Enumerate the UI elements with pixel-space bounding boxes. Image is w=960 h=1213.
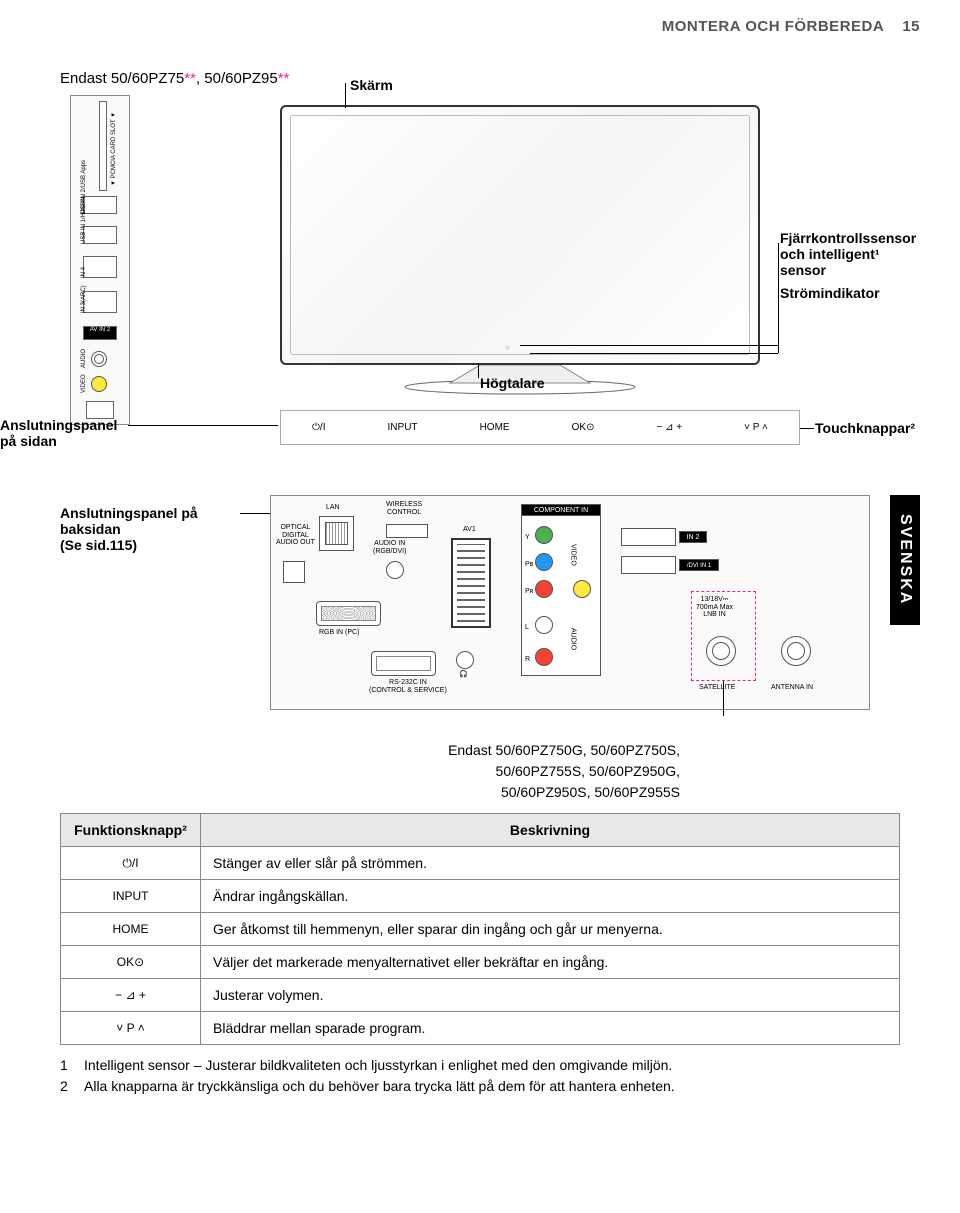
btn-ok: OK⊙	[572, 422, 595, 433]
btn-input: INPUT	[388, 422, 418, 433]
back-panel-area: Anslutningspanel på baksidan (Se sid.115…	[60, 495, 920, 710]
footnotes: 1 Intelligent sensor – Justerar bildkval…	[60, 1055, 900, 1097]
touch-button-row: ⏻/I INPUT HOME OK⊙ − ⊿ + ˅ P ˄	[280, 410, 800, 445]
page-header: MONTERA OCH FÖRBEREDA 15	[0, 0, 960, 45]
callout-strom: Strömindikator	[780, 285, 880, 301]
callout-skarm: Skärm	[350, 77, 393, 93]
tv-logo: ○	[505, 343, 510, 352]
tv-body: ○	[280, 95, 760, 395]
callout-touch: Touchknappar²	[815, 420, 915, 436]
th-beskrivning: Beskrivning	[201, 814, 900, 847]
tv-diagram: ▼ PCMCIA CARD SLOT ▼ USB IN 2/USB Apps U…	[60, 95, 920, 475]
table-row: ˅ P ˄Bläddrar mellan sparade program.	[61, 1012, 900, 1045]
callout-ansl-bak: Anslutningspanel på baksidan (Se sid.115…	[60, 495, 240, 710]
table-row: INPUTÄndrar ingångskällan.	[61, 880, 900, 913]
svenska-tab: SVENSKA	[890, 495, 920, 625]
callout-hogtalare: Högtalare	[480, 375, 545, 391]
table-row: HOMEGer åtkomst till hemmenyn, eller spa…	[61, 913, 900, 946]
footnote-1: 1 Intelligent sensor – Justerar bildkval…	[60, 1055, 900, 1076]
side-port-panel: ▼ PCMCIA CARD SLOT ▼ USB IN 2/USB Apps U…	[70, 95, 130, 425]
btn-prog: ˅ P ˄	[744, 422, 768, 433]
function-table: Funktionsknapp² Beskrivning ⏻/IStänger a…	[60, 813, 900, 1045]
footnote-2: 2 Alla knapparna är tryckkänsliga och du…	[60, 1076, 900, 1097]
tv-screen	[280, 105, 760, 365]
callout-fjarr: Fjärrkontrollssensor och intelligent¹ se…	[780, 230, 920, 278]
btn-vol: − ⊿ +	[657, 422, 683, 433]
th-funktionsknapp: Funktionsknapp²	[61, 814, 201, 847]
callout-ansl-sidan: Anslutningspanel på sidan	[0, 417, 117, 449]
btn-home: HOME	[480, 422, 510, 433]
endast-note: Endast 50/60PZ750G, 50/60PZ750S, 50/60PZ…	[0, 740, 900, 803]
table-row: ⏻/IStänger av eller slår på strömmen.	[61, 847, 900, 880]
table-row: − ⊿ +Justerar volymen.	[61, 979, 900, 1012]
table-row: OK⊙Väljer det markerade menyalternativet…	[61, 946, 900, 979]
header-page: 15	[902, 18, 920, 35]
back-panel: LAN OPTICAL DIGITAL AUDIO OUT WIRELESS C…	[270, 495, 870, 710]
header-title: MONTERA OCH FÖRBEREDA	[662, 18, 884, 35]
btn-power: ⏻/I	[312, 422, 325, 433]
model-line: Endast 50/60PZ75**, 50/60PZ95**	[0, 45, 960, 95]
